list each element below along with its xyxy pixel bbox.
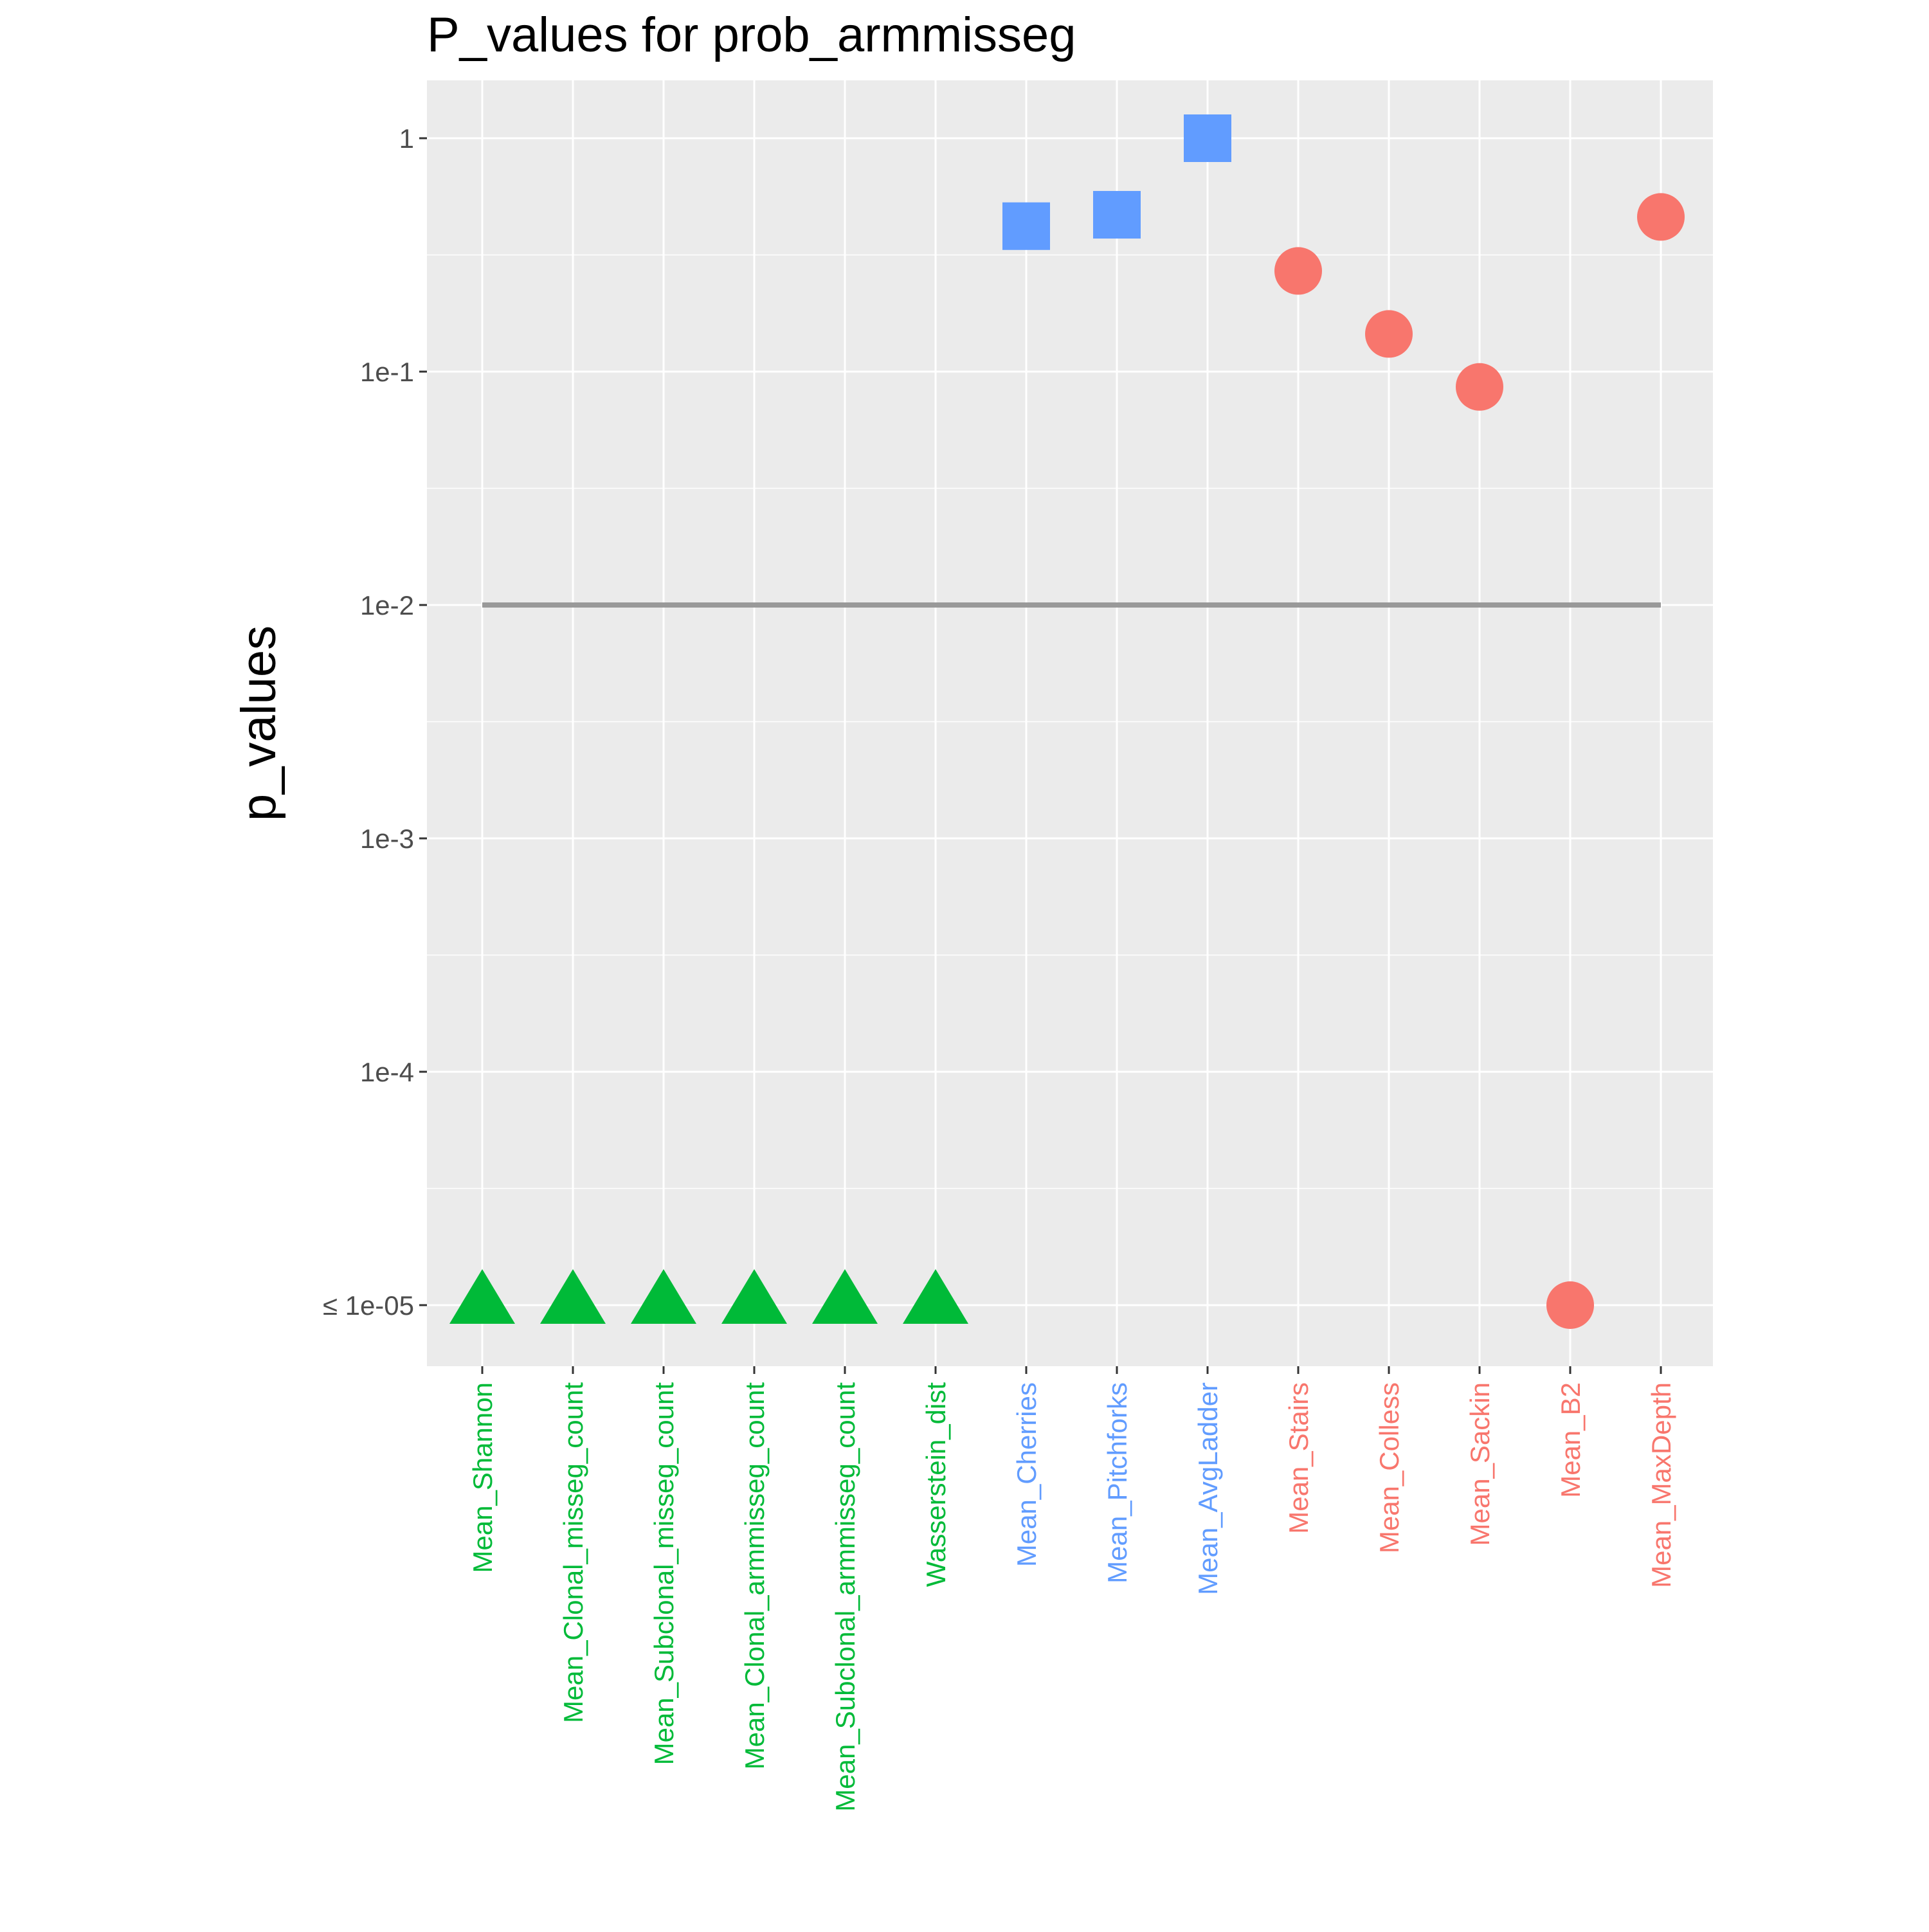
x-tick-label: Mean_Subclonal_armmisseg_count [830,1382,860,1812]
x-tick-label: Mean_Pitchforks [1102,1382,1132,1584]
y-tick-label: 1e-3 [360,824,414,854]
x-tick-label: Mean_Clonal_misseg_count [558,1382,588,1723]
y-tick-label: 1e-2 [360,590,414,620]
plot-panel [427,80,1713,1366]
y-tick-label: ≤ 1e-05 [323,1290,414,1321]
x-tick-label: Mean_Cherries [1011,1382,1042,1567]
x-axis: Mean_Shannon Mean_Clonal_misseg_count Mean… [467,1366,1676,1812]
points-layer [449,114,1685,1329]
grid-minor [427,254,1713,1189]
data-point-triangle [812,1269,878,1324]
x-tick-label: Mean_Colless [1374,1382,1404,1553]
data-point-square [1184,114,1231,162]
data-point-triangle [721,1269,787,1324]
data-point-circle [1456,363,1503,411]
y-tick-label: 1e-1 [360,357,414,387]
data-point-triangle [540,1269,606,1324]
data-point-triangle [449,1269,515,1324]
x-tick-label: Mean_Subclonal_misseg_count [649,1382,679,1765]
x-tick-label: Wasserstein_dist [921,1382,951,1587]
data-point-triangle [631,1269,696,1324]
x-tick-label: Mean_Stairs [1283,1382,1314,1534]
data-point-circle [1637,193,1685,241]
x-tick-label: Mean_Shannon [467,1382,498,1573]
x-tick-label: Mean_MaxDepth [1646,1382,1676,1588]
y-axis-title: p_values [231,626,286,821]
x-tick-label: Mean_AvgLadder [1193,1382,1223,1595]
data-point-circle [1546,1281,1594,1329]
y-tick-label: 1 [399,123,414,154]
data-point-circle [1365,310,1413,358]
chart-title: P_values for prob_armmisseg [427,8,1076,62]
y-axis: 1 1e-1 1e-2 1e-3 1e-4 ≤ 1e-05 [323,123,427,1321]
data-point-circle [1274,247,1322,295]
y-tick-label: 1e-4 [360,1057,414,1087]
x-tick-label: Mean_Sackin [1465,1382,1495,1546]
data-point-square [1093,191,1141,239]
data-point-square [1002,202,1050,250]
x-tick-label: Mean_B2 [1555,1382,1586,1498]
x-tick-label: Mean_Clonal_armmisseg_count [739,1382,770,1770]
data-point-triangle [903,1269,968,1324]
